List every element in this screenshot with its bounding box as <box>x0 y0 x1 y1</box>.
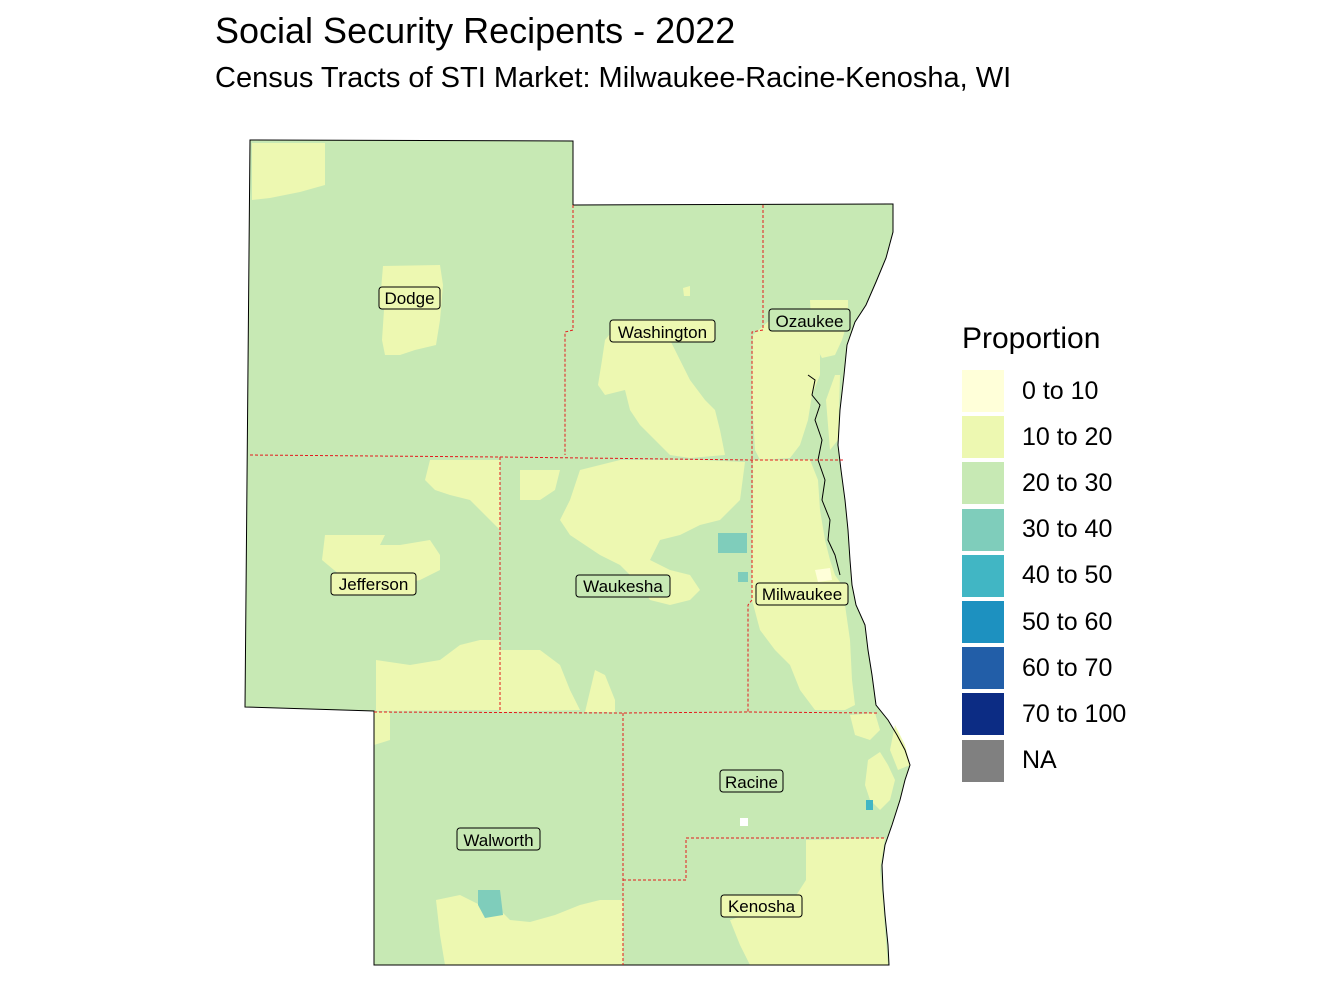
legend-label: 20 to 30 <box>1022 468 1113 497</box>
legend-label: 10 to 20 <box>1022 422 1113 451</box>
county-boundaries <box>249 205 885 965</box>
legend-swatch <box>962 554 1004 597</box>
svg-text:Milwaukee: Milwaukee <box>762 585 842 604</box>
legend-swatch <box>962 370 1004 413</box>
county-label-washington: Washington <box>609 319 716 343</box>
legend-label: 60 to 70 <box>1022 653 1113 682</box>
svg-text:Kenosha: Kenosha <box>728 897 796 916</box>
legend-label: 30 to 40 <box>1022 515 1113 544</box>
svg-text:Ozaukee: Ozaukee <box>775 312 843 331</box>
map-subtitle: Census Tracts of STI Market: Milwaukee-R… <box>215 62 1012 94</box>
legend-swatch <box>962 693 1004 736</box>
river-line <box>807 374 841 576</box>
legend-swatch <box>962 647 1004 690</box>
svg-text:Dodge: Dodge <box>384 289 434 308</box>
legend-swatch <box>962 508 1004 551</box>
legend-items: 0 to 10 10 to 20 20 to 30 30 to 40 40 to 50 5… <box>962 368 1126 784</box>
county-label-ozaukee: Ozaukee <box>768 308 851 332</box>
legend-item: 60 to 70 <box>962 645 1126 691</box>
svg-text:Walworth: Walworth <box>463 831 533 850</box>
legend-swatch <box>962 601 1004 644</box>
legend-item: NA <box>962 738 1126 784</box>
tracts-30-40 <box>478 533 873 918</box>
legend-item: 20 to 30 <box>962 460 1126 506</box>
svg-text:Racine: Racine <box>725 773 778 792</box>
legend-item: 40 to 50 <box>962 553 1126 599</box>
legend-swatch <box>962 416 1004 459</box>
county-label-racine: Racine <box>719 769 784 793</box>
svg-text:Jefferson: Jefferson <box>339 575 409 594</box>
legend-label: 40 to 50 <box>1022 561 1113 590</box>
legend: Proportion 0 to 10 10 to 20 20 to 30 30 to … <box>962 322 1126 784</box>
legend-swatch <box>962 462 1004 505</box>
svg-text:Washington: Washington <box>618 323 707 342</box>
legend-label: 70 to 100 <box>1022 699 1127 728</box>
legend-title: Proportion <box>962 322 1101 355</box>
legend-swatch <box>962 739 1004 782</box>
legend-item: 50 to 60 <box>962 599 1126 645</box>
legend-item: 10 to 20 <box>962 414 1126 460</box>
legend-label: NA <box>1022 746 1057 775</box>
county-label-jefferson: Jefferson <box>330 572 417 596</box>
legend-label: 0 to 10 <box>1022 376 1099 405</box>
county-label-waukesha: Waukesha <box>575 574 671 598</box>
region-outline <box>244 139 911 966</box>
county-label-dodge: Dodge <box>378 286 441 310</box>
map-title: Social Security Recipents - 2022 <box>215 10 736 51</box>
county-label-milwaukee: Milwaukee <box>755 582 849 606</box>
legend-item: 0 to 10 <box>962 368 1126 414</box>
county-label-kenosha: Kenosha <box>720 894 803 918</box>
legend-item: 30 to 40 <box>962 507 1126 553</box>
county-label-walworth: Walworth <box>456 827 541 851</box>
legend-label: 50 to 60 <box>1022 607 1113 636</box>
svg-text:Waukesha: Waukesha <box>583 577 663 596</box>
legend-item: 70 to 100 <box>962 691 1126 737</box>
